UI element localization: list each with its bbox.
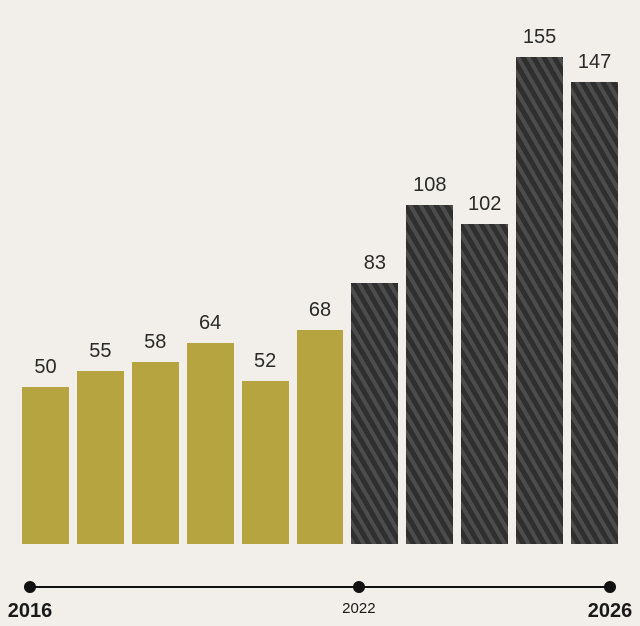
axis-tick-label: 2022	[342, 600, 375, 617]
bar-slot: 68	[293, 10, 348, 544]
bar-slot: 155	[512, 10, 567, 544]
bars-container: 50 55 58 64 52 68 83 108 102 155 147	[18, 10, 622, 546]
bar-slot: 58	[128, 10, 183, 544]
bar-slot: 55	[73, 10, 128, 544]
bar-value-label: 55	[89, 340, 111, 363]
axis-dot	[353, 581, 365, 593]
plot-area: 50 55 58 64 52 68 83 108 102 155 147	[18, 10, 622, 546]
timeline-axis: 201620222026	[30, 586, 610, 588]
bar	[187, 343, 234, 544]
bar	[406, 205, 453, 544]
bar-value-label: 64	[199, 312, 221, 335]
bar-value-label: 58	[144, 331, 166, 354]
axis-tick-label: 2026	[588, 600, 633, 623]
bar-slot: 108	[402, 10, 457, 544]
bar	[22, 387, 69, 544]
bar-slot: 102	[457, 10, 512, 544]
bar-value-label: 83	[364, 252, 386, 275]
axis-tick-label: 2016	[8, 600, 53, 623]
bar-value-label: 108	[413, 174, 446, 197]
bar	[461, 224, 508, 544]
axis-dot	[604, 581, 616, 593]
bar-slot: 83	[347, 10, 402, 544]
bar-value-label: 52	[254, 350, 276, 373]
bar-slot: 52	[238, 10, 293, 544]
bar-value-label: 68	[309, 299, 331, 322]
bar	[132, 362, 179, 544]
bar-value-label: 147	[578, 51, 611, 74]
bar	[77, 371, 124, 544]
bar	[516, 57, 563, 544]
axis-dot	[24, 581, 36, 593]
bar-slot: 50	[18, 10, 73, 544]
bar-value-label: 155	[523, 26, 556, 49]
bar-slot: 64	[183, 10, 238, 544]
bar	[297, 330, 344, 544]
bar-value-label: 102	[468, 193, 501, 216]
bar	[571, 82, 618, 544]
bar-chart: 50555864526883108102155147 201620222026	[0, 0, 640, 626]
bar	[351, 283, 398, 544]
bar-slot: 147	[567, 10, 622, 544]
bar	[242, 381, 289, 544]
bar-value-label: 50	[34, 356, 56, 379]
